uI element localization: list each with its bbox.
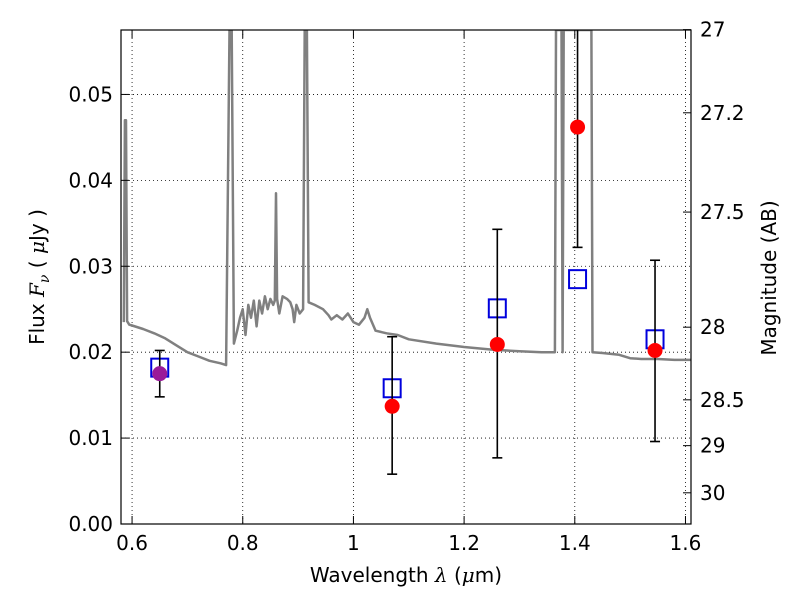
observed-photometry-point: [152, 366, 168, 382]
x-tick-label: 0.8: [227, 531, 259, 555]
y2-tick-label: 27: [700, 18, 725, 42]
y-tick-label: 0.01: [68, 426, 113, 450]
x-tick-label: 0.6: [116, 531, 148, 555]
series-layer: [122, 30, 691, 475]
y-tick-label: 0.05: [68, 82, 113, 106]
y2-tick-label: 29: [700, 434, 725, 458]
model-photometry-marker: [568, 269, 588, 290]
ticks: 0.6 0.8 1 1.2 1.4 1.6 0.00 0.01 0.02 0.03 0.04 0.05…: [68, 18, 744, 555]
axes: [120, 29, 692, 525]
observed-photometry-point: [570, 119, 586, 135]
y2-tick-label: 28.5: [700, 388, 745, 412]
x-tick-label: 1.6: [670, 531, 702, 555]
observed-photometry-point: [489, 336, 505, 352]
x-tick-label: 1: [347, 531, 360, 555]
y-tick-label: 0.04: [68, 168, 113, 192]
y2-tick-label: 30: [700, 481, 725, 505]
x-axis-label: Wavelength λ (μm): [310, 563, 502, 587]
grid: [121, 30, 691, 525]
y-tick-label: 0.02: [68, 340, 113, 364]
y2-tick-label: 27.5: [700, 200, 745, 224]
observed-photometry-point: [647, 342, 663, 358]
y2-tick-label: 27.2: [700, 101, 745, 125]
y-tick-label: 0.03: [68, 254, 113, 278]
spectrum-line: [122, 30, 691, 367]
observed-photometry-point: [384, 398, 400, 414]
y-tick-label: 0.00: [68, 512, 113, 536]
y-axis-label: Flux Fν ( μJy ): [25, 209, 53, 345]
plot-frame: [120, 29, 692, 525]
x-tick-label: 1.2: [448, 531, 480, 555]
y2-tick-label: 28: [700, 315, 725, 339]
y2-axis-label: Magnitude (AB): [757, 200, 781, 355]
x-tick-label: 1.4: [559, 531, 591, 555]
